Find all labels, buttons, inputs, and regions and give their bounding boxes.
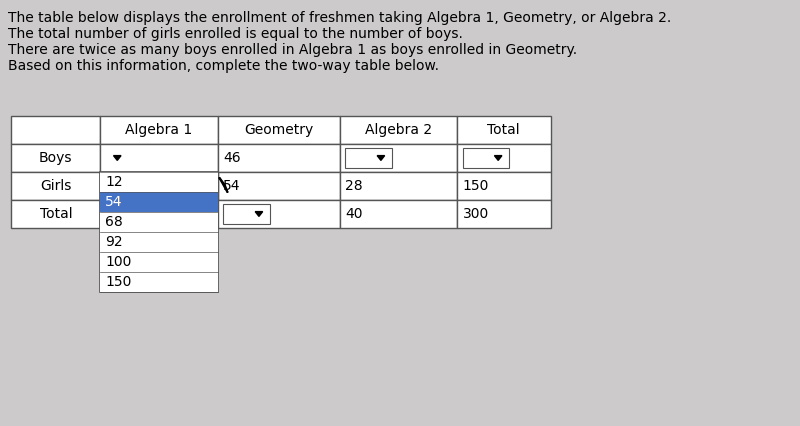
Text: Algebra 1: Algebra 1 xyxy=(126,123,193,137)
Bar xyxy=(11,200,100,228)
Polygon shape xyxy=(114,155,121,161)
Bar xyxy=(457,200,550,228)
Bar xyxy=(462,148,510,168)
Bar xyxy=(218,172,340,200)
Bar xyxy=(100,172,218,192)
Bar xyxy=(100,232,218,252)
Bar xyxy=(11,172,100,200)
Text: Geometry: Geometry xyxy=(244,123,314,137)
Polygon shape xyxy=(255,212,262,216)
Text: Algebra 2: Algebra 2 xyxy=(365,123,432,137)
Bar xyxy=(100,212,218,232)
Bar xyxy=(100,200,218,228)
Bar xyxy=(218,116,340,144)
Text: 100: 100 xyxy=(105,255,131,269)
Text: Boys: Boys xyxy=(39,151,73,165)
Bar xyxy=(457,116,550,144)
Bar xyxy=(100,272,218,292)
Bar xyxy=(340,116,457,144)
Text: Based on this information, complete the two-way table below.: Based on this information, complete the … xyxy=(7,59,438,73)
Text: The table below displays the enrollment of freshmen taking Algebra 1, Geometry, : The table below displays the enrollment … xyxy=(7,11,670,25)
Text: 300: 300 xyxy=(462,207,489,221)
Bar xyxy=(223,204,270,224)
Bar xyxy=(11,116,100,144)
Polygon shape xyxy=(494,155,502,161)
Bar xyxy=(218,200,340,228)
Bar xyxy=(100,144,218,172)
Bar xyxy=(457,172,550,200)
Text: There are twice as many boys enrolled in Algebra 1 as boys enrolled in Geometry.: There are twice as many boys enrolled in… xyxy=(7,43,577,57)
Text: 150: 150 xyxy=(462,179,489,193)
Bar xyxy=(457,144,550,172)
Text: Girls: Girls xyxy=(40,179,71,193)
Bar xyxy=(340,144,457,172)
Text: 12: 12 xyxy=(105,175,122,189)
Bar xyxy=(100,116,218,144)
Bar xyxy=(340,172,457,200)
Text: 54: 54 xyxy=(223,179,241,193)
Text: 40: 40 xyxy=(346,207,362,221)
Bar xyxy=(340,200,457,228)
Text: 92: 92 xyxy=(105,235,122,249)
Bar xyxy=(100,172,218,200)
Bar xyxy=(346,148,392,168)
Text: 68: 68 xyxy=(105,215,123,229)
Bar xyxy=(100,192,218,212)
Text: Total: Total xyxy=(39,207,72,221)
Bar xyxy=(100,172,218,292)
Bar xyxy=(11,144,100,172)
Bar xyxy=(218,144,340,172)
Text: 54: 54 xyxy=(105,195,122,209)
Text: 28: 28 xyxy=(346,179,363,193)
Text: 150: 150 xyxy=(105,275,131,289)
Text: 46: 46 xyxy=(223,151,241,165)
Text: The total number of girls enrolled is equal to the number of boys.: The total number of girls enrolled is eq… xyxy=(7,27,462,41)
Polygon shape xyxy=(377,155,385,161)
Bar xyxy=(100,252,218,272)
Text: Total: Total xyxy=(487,123,520,137)
